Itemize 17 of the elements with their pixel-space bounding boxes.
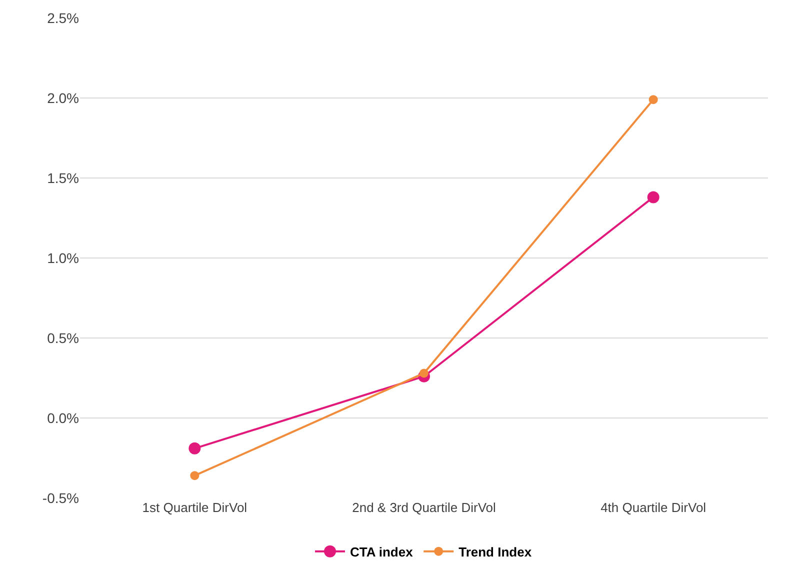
y-tick-label: 0.0%: [47, 410, 79, 426]
y-tick-label: 2.5%: [47, 10, 79, 26]
legend-label: CTA index: [350, 544, 414, 560]
x-tick-label: 1st Quartile DirVol: [142, 500, 248, 515]
point: [648, 95, 658, 104]
point: [190, 471, 200, 480]
point: [647, 191, 660, 204]
y-tick-label: 1.5%: [47, 170, 79, 186]
y-tick-label: 0.5%: [47, 330, 79, 346]
y-tick-label: 2.0%: [47, 90, 79, 106]
x-tick-label: 4th Quartile DirVol: [600, 500, 706, 515]
point: [420, 368, 428, 378]
y-tick-label: -0.5%: [42, 490, 79, 506]
legend-label: Trend Index: [458, 544, 532, 560]
point: [188, 442, 201, 454]
x-tick-label: 2nd & 3rd Quartile DirVol: [352, 500, 496, 515]
y-tick-label: 1.0%: [47, 250, 79, 266]
